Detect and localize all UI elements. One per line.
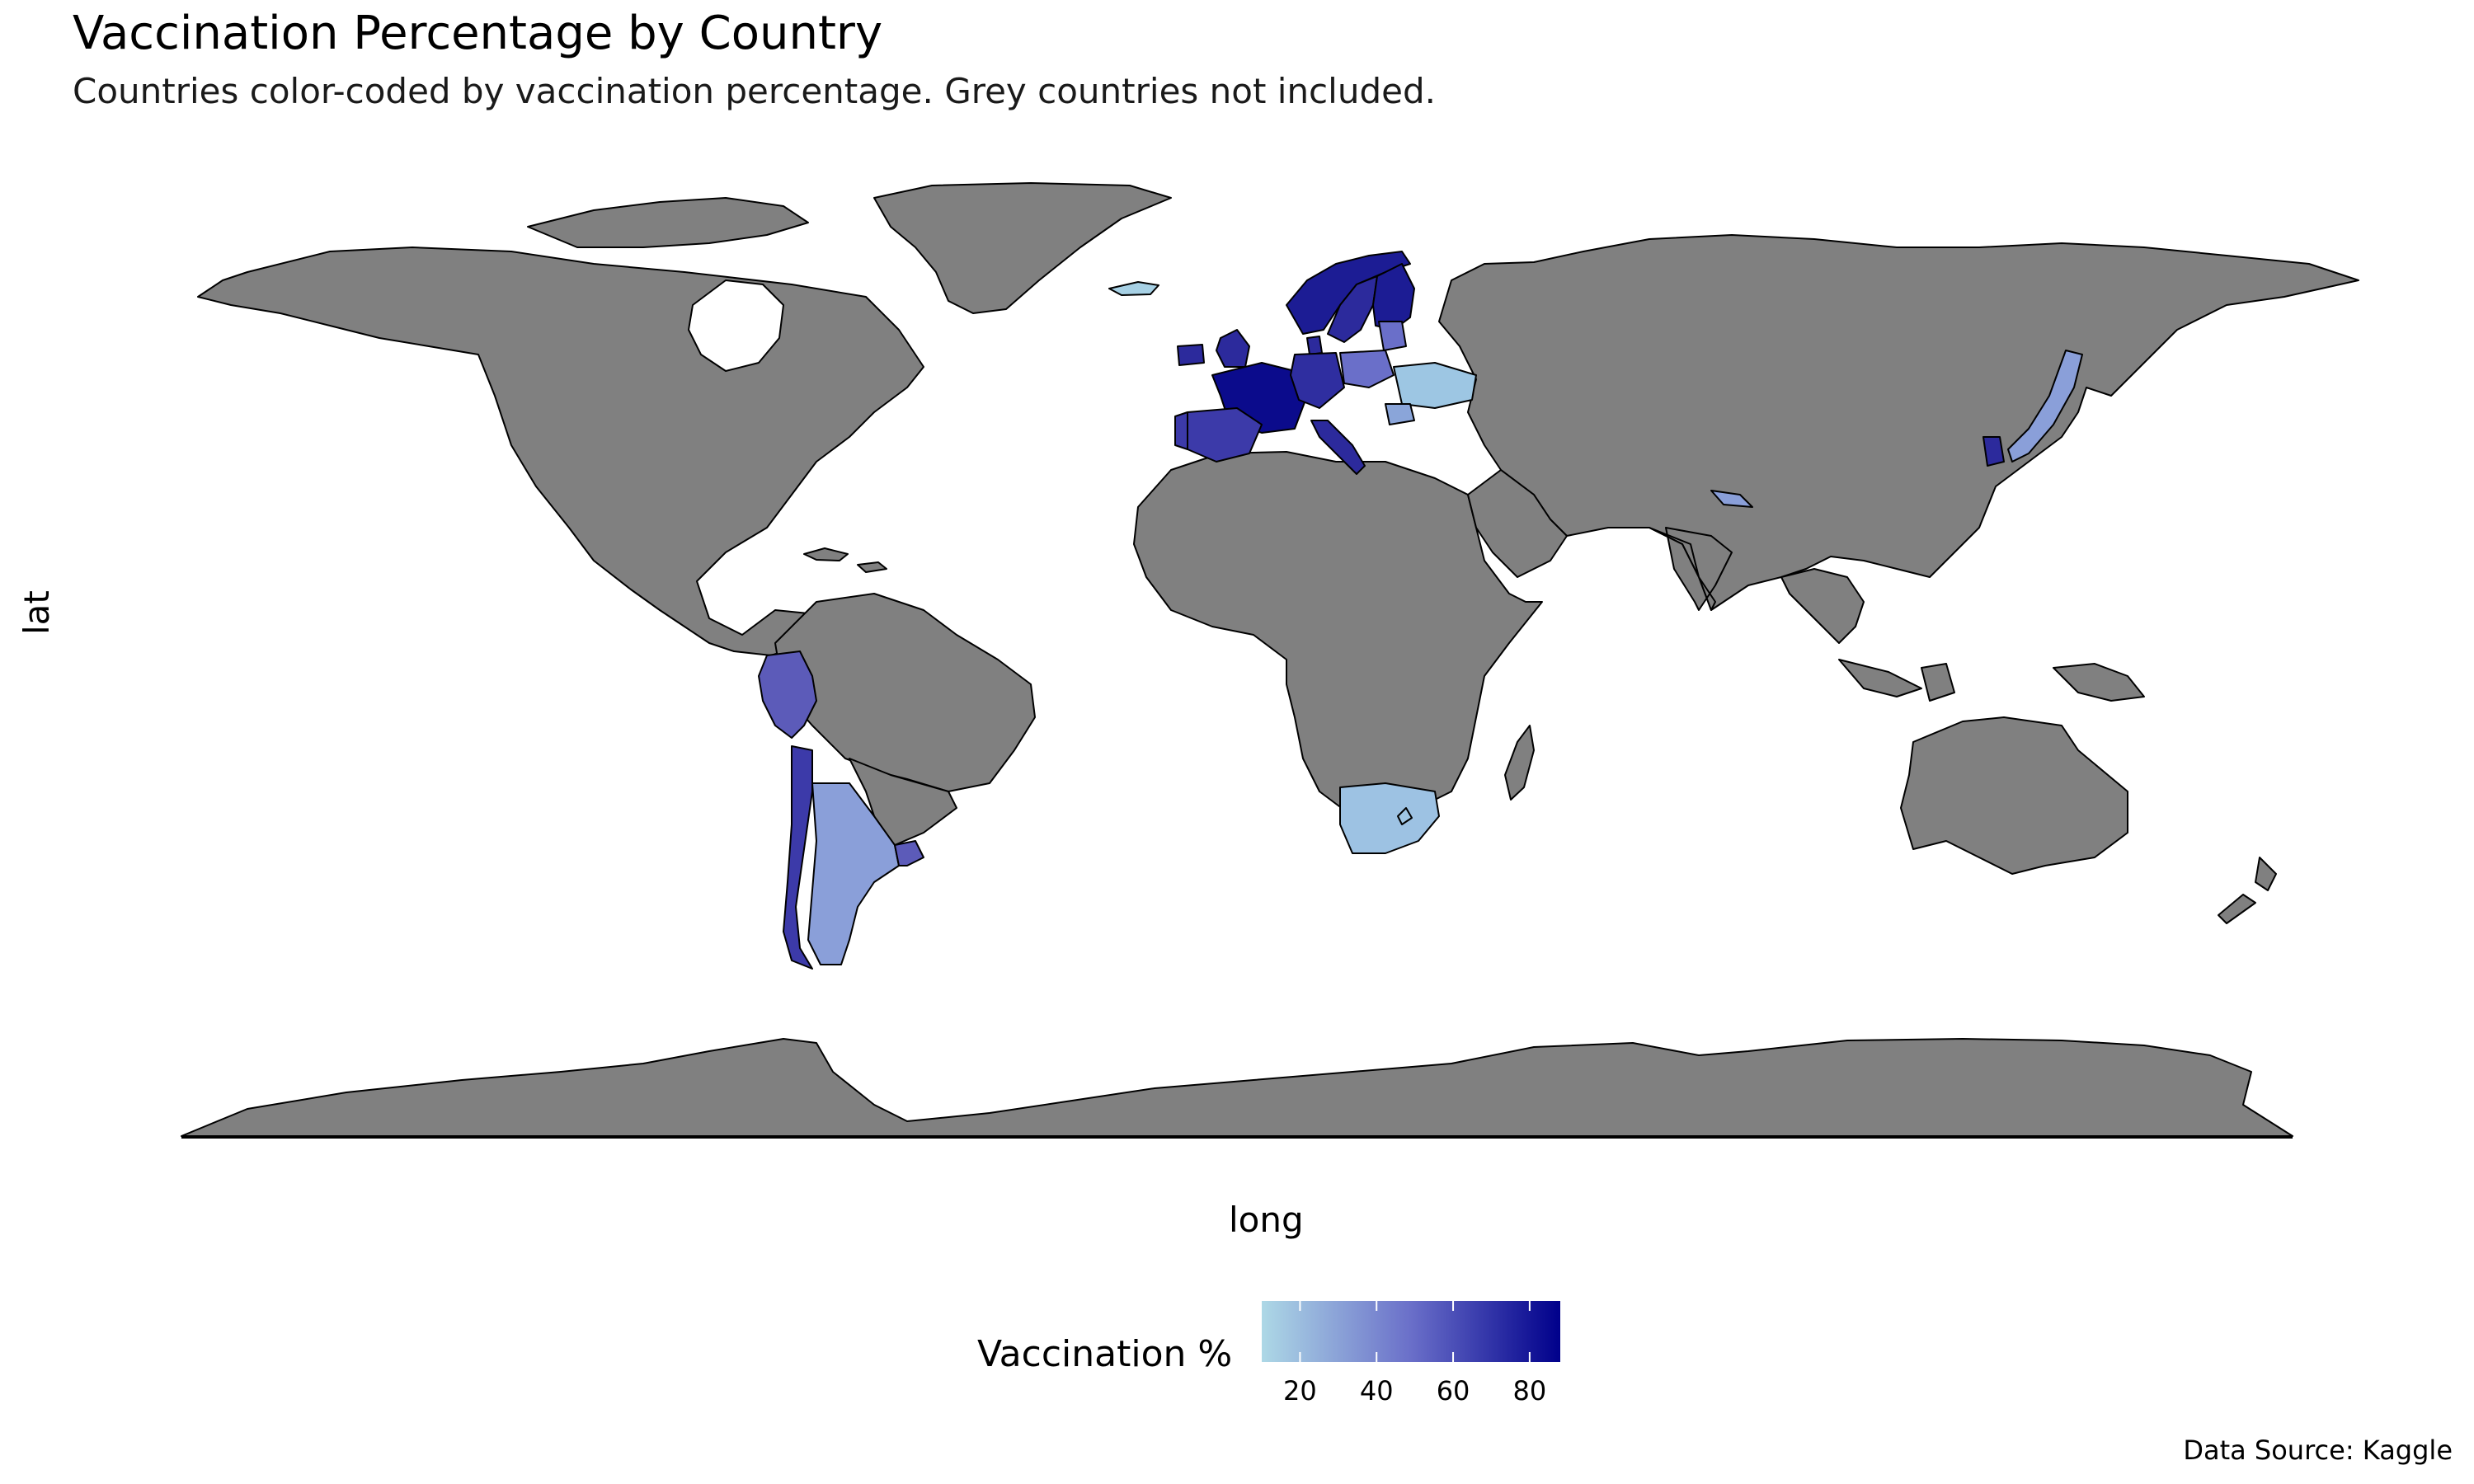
chart-title: Vaccination Percentage by Country [73,7,883,60]
region-argentina [807,782,900,965]
region-peru [758,650,817,739]
eurasia-east [1438,234,2359,611]
arabian-peninsula [1467,469,1568,578]
caribbean-islands [803,547,887,573]
new-zealand [2218,857,2277,924]
indian-subcontinent [1649,527,1733,611]
region-spain [1183,407,1263,463]
region-denmark [1306,336,1323,355]
greenland [873,182,1172,314]
region-south-korea [1982,436,2005,467]
chart-subtitle: Countries color-coded by vaccination per… [73,71,1436,111]
legend-tick-label: 60 [1436,1375,1470,1407]
australia [1900,716,2128,875]
region-uk [1216,329,1250,368]
legend-tick-label: 80 [1512,1375,1547,1407]
region-uruguay [894,840,924,866]
region-baltics [1378,321,1407,351]
legend-tick-label: 40 [1359,1375,1394,1407]
south-america-paraguay-brazil-south [849,758,957,846]
region-italy [1310,420,1366,475]
y-axis-label: lat [16,590,57,635]
antarctica [181,1038,2293,1137]
canadian-arctic-islands [527,197,809,248]
north-america [197,247,924,656]
region-iceland [1108,281,1159,296]
hudson-bay [688,279,784,372]
region-romania [1385,403,1415,425]
region-nepal [1710,490,1753,508]
madagascar [1504,725,1535,801]
x-axis-label: long [1229,1200,1304,1240]
legend-tick-label: 20 [1283,1375,1317,1407]
southeast-asia [1780,568,1955,702]
data-source-caption: Data Source: Kaggle [2183,1435,2453,1466]
region-lesotho [1397,807,1413,825]
region-poland [1339,350,1395,388]
legend-title: Vaccination % [977,1333,1233,1375]
region-south-africa [1339,782,1440,854]
africa [1133,451,1543,834]
new-guinea [2053,663,2145,702]
region-ireland [1177,344,1205,366]
region-sweden [1327,275,1378,343]
region-ukraine [1393,362,1477,409]
legend-colorbar [1262,1301,1560,1362]
region-portugal [1174,411,1188,450]
region-germany [1290,352,1345,409]
region-japan [2007,350,2083,463]
